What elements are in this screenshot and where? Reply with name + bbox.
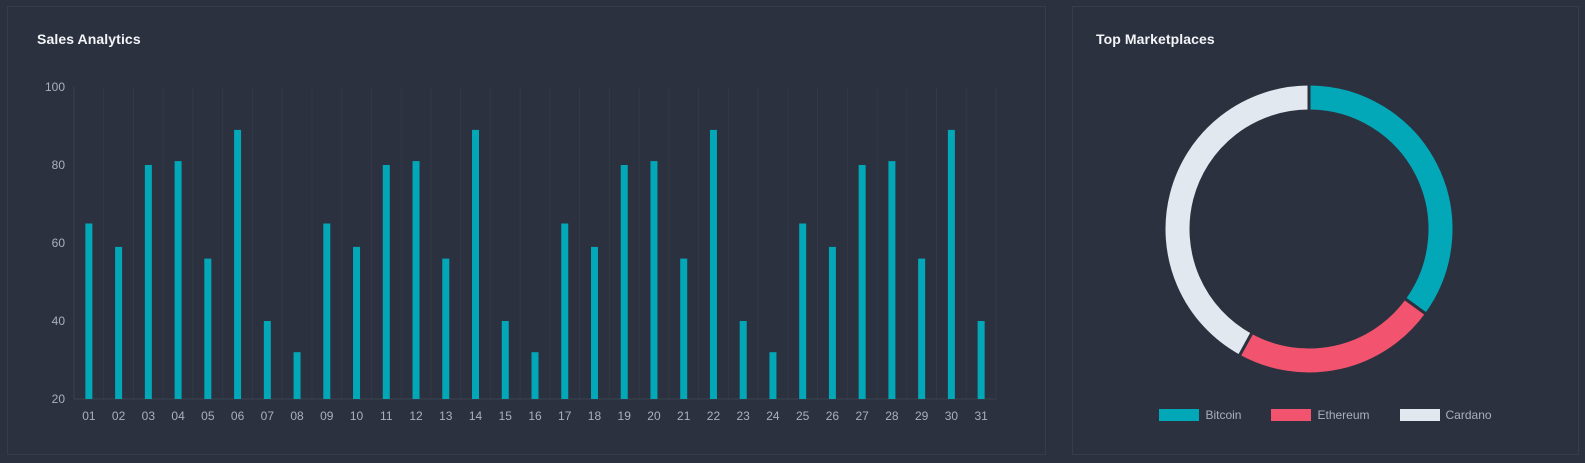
legend-swatch-bitcoin xyxy=(1159,409,1200,421)
bar-day-08[interactable] xyxy=(293,352,301,399)
x-tick-label: 13 xyxy=(439,409,453,423)
bar-day-06[interactable] xyxy=(234,129,242,399)
x-tick-label: 04 xyxy=(171,409,185,423)
legend-swatch-ethereum xyxy=(1271,409,1312,421)
x-tick-label: 15 xyxy=(499,409,513,423)
bar-day-02[interactable] xyxy=(115,246,123,399)
bar-day-09[interactable] xyxy=(323,223,331,400)
bar-day-07[interactable] xyxy=(263,321,271,399)
legend-label-cardano: Cardano xyxy=(1445,408,1492,422)
sales-bar-chart: 20 40 60 80 100 01 02 03 04 05 06 07 08 09 10 11 12 13 14 1… xyxy=(45,80,997,423)
legend-label-ethereum: Ethereum xyxy=(1317,408,1370,422)
donut-legend: Bitcoin Ethereum Cardano xyxy=(1073,408,1578,422)
sales-analytics-title: Sales Analytics xyxy=(37,31,141,47)
legend-item-cardano[interactable]: Cardano xyxy=(1399,408,1492,422)
bar-day-03[interactable] xyxy=(144,165,152,399)
bar-day-23[interactable] xyxy=(739,321,747,399)
bar-day-12[interactable] xyxy=(412,161,420,399)
bar-day-24[interactable] xyxy=(769,352,777,399)
x-tick-label: 30 xyxy=(945,409,959,423)
x-tick-label: 22 xyxy=(707,409,721,423)
x-tick-label: 21 xyxy=(677,409,691,423)
bar-day-13[interactable] xyxy=(442,258,450,399)
bar-day-20[interactable] xyxy=(650,161,658,399)
sales-analytics-card: Sales Analytics 20 40 60 80 100 01 02 03 04 05 06 0… xyxy=(7,6,1046,455)
bar-day-16[interactable] xyxy=(531,352,539,399)
bar-day-10[interactable] xyxy=(353,246,361,399)
x-tick-label: 28 xyxy=(885,409,899,423)
legend-swatch-cardano xyxy=(1399,409,1440,421)
y-tick-label: 100 xyxy=(45,80,65,94)
bar-day-22[interactable] xyxy=(709,129,717,399)
legend-item-bitcoin[interactable]: Bitcoin xyxy=(1159,408,1241,422)
legend-item-ethereum[interactable]: Ethereum xyxy=(1271,408,1370,422)
bar-day-26[interactable] xyxy=(828,246,836,399)
x-tick-label: 24 xyxy=(766,409,780,423)
bar-day-15[interactable] xyxy=(501,321,509,399)
bar-day-05[interactable] xyxy=(204,258,212,399)
donut-slice-cardano[interactable] xyxy=(1162,82,1311,359)
x-tick-label: 27 xyxy=(855,409,869,423)
x-tick-label: 23 xyxy=(737,409,751,423)
x-tick-label: 29 xyxy=(915,409,929,423)
bar-day-28[interactable] xyxy=(888,161,896,399)
bar-day-29[interactable] xyxy=(918,258,926,399)
bar-day-25[interactable] xyxy=(799,223,807,400)
x-tick-label: 08 xyxy=(290,409,304,423)
x-tick-label: 26 xyxy=(826,409,840,423)
bar-day-19[interactable] xyxy=(620,165,628,399)
x-tick-label: 09 xyxy=(320,409,334,423)
top-marketplaces-card: Top Marketplaces Bitcoin Ethereum Cardan… xyxy=(1072,6,1579,455)
x-tick-label: 03 xyxy=(142,409,156,423)
y-tick-label: 40 xyxy=(52,314,66,328)
x-tick-label: 18 xyxy=(588,409,602,423)
bar-day-30[interactable] xyxy=(947,129,955,399)
x-tick-label: 19 xyxy=(618,409,632,423)
y-tick-label: 60 xyxy=(52,236,66,250)
y-tick-label: 20 xyxy=(52,392,66,406)
x-tick-label: 17 xyxy=(558,409,572,423)
bar-day-21[interactable] xyxy=(680,258,688,399)
x-tick-label: 14 xyxy=(469,409,483,423)
x-tick-label: 07 xyxy=(261,409,275,423)
top-marketplaces-title: Top Marketplaces xyxy=(1096,31,1215,47)
bar-day-31[interactable] xyxy=(977,321,985,399)
marketplaces-donut-chart xyxy=(1162,82,1456,376)
x-tick-label: 25 xyxy=(796,409,810,423)
x-tick-label: 12 xyxy=(409,409,423,423)
bar-day-17[interactable] xyxy=(561,223,569,400)
x-tick-label: 01 xyxy=(82,409,96,423)
y-tick-label: 80 xyxy=(52,158,66,172)
x-tick-label: 16 xyxy=(528,409,542,423)
donut-slice-ethereum[interactable] xyxy=(1237,296,1429,376)
bar-day-27[interactable] xyxy=(858,165,866,399)
donut-slice-bitcoin[interactable] xyxy=(1307,82,1456,317)
x-tick-label: 20 xyxy=(647,409,661,423)
bar-day-01[interactable] xyxy=(85,223,93,400)
x-tick-label: 31 xyxy=(974,409,988,423)
x-tick-label: 11 xyxy=(380,409,393,423)
x-tick-label: 10 xyxy=(350,409,364,423)
x-tick-label: 02 xyxy=(112,409,126,423)
bar-day-11[interactable] xyxy=(382,165,390,399)
bar-day-14[interactable] xyxy=(472,129,480,399)
legend-label-bitcoin: Bitcoin xyxy=(1205,408,1242,422)
x-tick-label: 06 xyxy=(231,409,245,423)
bar-day-04[interactable] xyxy=(174,161,182,399)
bar-day-18[interactable] xyxy=(590,246,598,399)
x-tick-label: 05 xyxy=(201,409,215,423)
